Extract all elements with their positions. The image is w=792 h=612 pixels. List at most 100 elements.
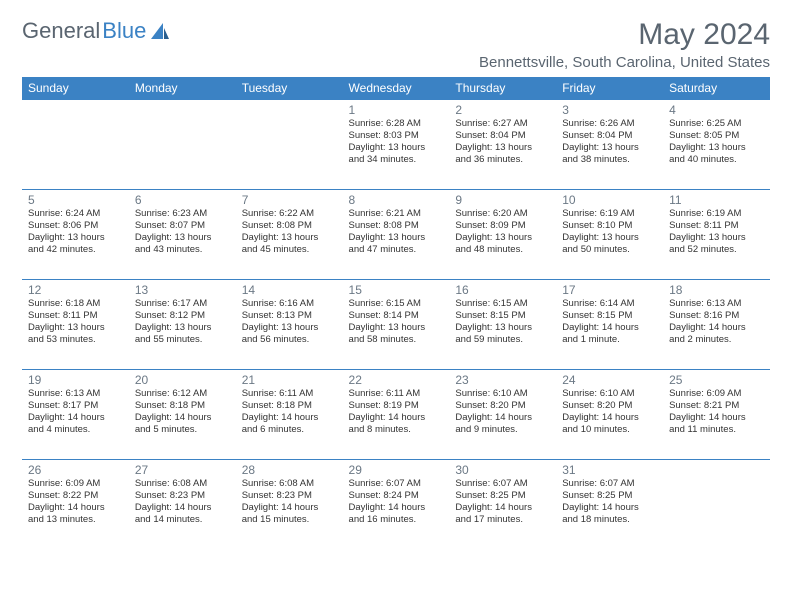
title-block: May 2024 Bennettsville, South Carolina, … (479, 18, 770, 71)
calendar-cell: 15Sunrise: 6:15 AMSunset: 8:14 PMDayligh… (343, 280, 450, 370)
daylight: Daylight: 14 hours and 17 minutes. (455, 502, 550, 526)
sunrise: Sunrise: 6:11 AM (349, 388, 444, 400)
daylight: Daylight: 14 hours and 13 minutes. (28, 502, 123, 526)
sunset: Sunset: 8:22 PM (28, 490, 123, 502)
day-number: 2 (455, 103, 550, 117)
day-number: 22 (349, 373, 444, 387)
day-number: 3 (562, 103, 657, 117)
sunset: Sunset: 8:08 PM (349, 220, 444, 232)
day-info: Sunrise: 6:21 AMSunset: 8:08 PMDaylight:… (349, 208, 444, 256)
logo-text-2: Blue (102, 18, 146, 44)
day-number: 31 (562, 463, 657, 477)
sunrise: Sunrise: 6:12 AM (135, 388, 230, 400)
day-info: Sunrise: 6:08 AMSunset: 8:23 PMDaylight:… (242, 478, 337, 526)
calendar-cell: 29Sunrise: 6:07 AMSunset: 8:24 PMDayligh… (343, 460, 450, 550)
daylight: Daylight: 13 hours and 58 minutes. (349, 322, 444, 346)
sunset: Sunset: 8:14 PM (349, 310, 444, 322)
calendar-week: 19Sunrise: 6:13 AMSunset: 8:17 PMDayligh… (22, 370, 770, 460)
day-info: Sunrise: 6:13 AMSunset: 8:17 PMDaylight:… (28, 388, 123, 436)
day-info: Sunrise: 6:07 AMSunset: 8:25 PMDaylight:… (455, 478, 550, 526)
sunset: Sunset: 8:15 PM (455, 310, 550, 322)
calendar-cell: 4Sunrise: 6:25 AMSunset: 8:05 PMDaylight… (663, 100, 770, 190)
sunset: Sunset: 8:13 PM (242, 310, 337, 322)
sunrise: Sunrise: 6:09 AM (669, 388, 764, 400)
daylight: Daylight: 13 hours and 56 minutes. (242, 322, 337, 346)
daylight: Daylight: 14 hours and 1 minute. (562, 322, 657, 346)
calendar-cell: 1Sunrise: 6:28 AMSunset: 8:03 PMDaylight… (343, 100, 450, 190)
daylight: Daylight: 13 hours and 43 minutes. (135, 232, 230, 256)
calendar-cell: 17Sunrise: 6:14 AMSunset: 8:15 PMDayligh… (556, 280, 663, 370)
calendar-cell (22, 100, 129, 190)
calendar-cell: 8Sunrise: 6:21 AMSunset: 8:08 PMDaylight… (343, 190, 450, 280)
day-info: Sunrise: 6:19 AMSunset: 8:11 PMDaylight:… (669, 208, 764, 256)
day-info: Sunrise: 6:28 AMSunset: 8:03 PMDaylight:… (349, 118, 444, 166)
sunrise: Sunrise: 6:15 AM (349, 298, 444, 310)
day-info: Sunrise: 6:09 AMSunset: 8:22 PMDaylight:… (28, 478, 123, 526)
daylight: Daylight: 14 hours and 15 minutes. (242, 502, 337, 526)
sunset: Sunset: 8:19 PM (349, 400, 444, 412)
day-number: 28 (242, 463, 337, 477)
day-number: 4 (669, 103, 764, 117)
daylight: Daylight: 13 hours and 45 minutes. (242, 232, 337, 256)
calendar-cell: 28Sunrise: 6:08 AMSunset: 8:23 PMDayligh… (236, 460, 343, 550)
sunset: Sunset: 8:03 PM (349, 130, 444, 142)
day-info: Sunrise: 6:26 AMSunset: 8:04 PMDaylight:… (562, 118, 657, 166)
day-info: Sunrise: 6:09 AMSunset: 8:21 PMDaylight:… (669, 388, 764, 436)
day-number: 9 (455, 193, 550, 207)
day-info: Sunrise: 6:24 AMSunset: 8:06 PMDaylight:… (28, 208, 123, 256)
sunrise: Sunrise: 6:17 AM (135, 298, 230, 310)
sunrise: Sunrise: 6:14 AM (562, 298, 657, 310)
calendar-cell: 16Sunrise: 6:15 AMSunset: 8:15 PMDayligh… (449, 280, 556, 370)
sunrise: Sunrise: 6:11 AM (242, 388, 337, 400)
daylight: Daylight: 13 hours and 47 minutes. (349, 232, 444, 256)
sunrise: Sunrise: 6:08 AM (135, 478, 230, 490)
calendar-cell: 24Sunrise: 6:10 AMSunset: 8:20 PMDayligh… (556, 370, 663, 460)
daylight: Daylight: 13 hours and 50 minutes. (562, 232, 657, 256)
day-number: 21 (242, 373, 337, 387)
day-header: Friday (556, 77, 663, 100)
daylight: Daylight: 14 hours and 8 minutes. (349, 412, 444, 436)
day-number: 19 (28, 373, 123, 387)
calendar-cell: 22Sunrise: 6:11 AMSunset: 8:19 PMDayligh… (343, 370, 450, 460)
day-number: 1 (349, 103, 444, 117)
daylight: Daylight: 13 hours and 34 minutes. (349, 142, 444, 166)
sunset: Sunset: 8:09 PM (455, 220, 550, 232)
sunset: Sunset: 8:18 PM (242, 400, 337, 412)
day-header: Sunday (22, 77, 129, 100)
calendar-cell: 20Sunrise: 6:12 AMSunset: 8:18 PMDayligh… (129, 370, 236, 460)
sunset: Sunset: 8:17 PM (28, 400, 123, 412)
day-number: 12 (28, 283, 123, 297)
calendar-cell: 14Sunrise: 6:16 AMSunset: 8:13 PMDayligh… (236, 280, 343, 370)
day-number: 26 (28, 463, 123, 477)
sunrise: Sunrise: 6:08 AM (242, 478, 337, 490)
daylight: Daylight: 13 hours and 55 minutes. (135, 322, 230, 346)
sunset: Sunset: 8:23 PM (135, 490, 230, 502)
sunset: Sunset: 8:07 PM (135, 220, 230, 232)
daylight: Daylight: 13 hours and 42 minutes. (28, 232, 123, 256)
day-number: 24 (562, 373, 657, 387)
calendar-cell (663, 460, 770, 550)
daylight: Daylight: 14 hours and 9 minutes. (455, 412, 550, 436)
calendar-table: SundayMondayTuesdayWednesdayThursdayFrid… (22, 77, 770, 550)
sunrise: Sunrise: 6:10 AM (562, 388, 657, 400)
day-number: 29 (349, 463, 444, 477)
daylight: Daylight: 14 hours and 6 minutes. (242, 412, 337, 436)
sunset: Sunset: 8:10 PM (562, 220, 657, 232)
day-number: 15 (349, 283, 444, 297)
day-number: 17 (562, 283, 657, 297)
calendar-cell: 12Sunrise: 6:18 AMSunset: 8:11 PMDayligh… (22, 280, 129, 370)
day-info: Sunrise: 6:22 AMSunset: 8:08 PMDaylight:… (242, 208, 337, 256)
sunrise: Sunrise: 6:18 AM (28, 298, 123, 310)
calendar-cell: 3Sunrise: 6:26 AMSunset: 8:04 PMDaylight… (556, 100, 663, 190)
sunset: Sunset: 8:04 PM (562, 130, 657, 142)
daylight: Daylight: 14 hours and 10 minutes. (562, 412, 657, 436)
day-number: 18 (669, 283, 764, 297)
logo: GeneralBlue (22, 18, 170, 44)
calendar-cell: 27Sunrise: 6:08 AMSunset: 8:23 PMDayligh… (129, 460, 236, 550)
sunset: Sunset: 8:24 PM (349, 490, 444, 502)
day-number: 25 (669, 373, 764, 387)
calendar-cell: 26Sunrise: 6:09 AMSunset: 8:22 PMDayligh… (22, 460, 129, 550)
sunset: Sunset: 8:11 PM (28, 310, 123, 322)
day-header: Tuesday (236, 77, 343, 100)
sunrise: Sunrise: 6:27 AM (455, 118, 550, 130)
